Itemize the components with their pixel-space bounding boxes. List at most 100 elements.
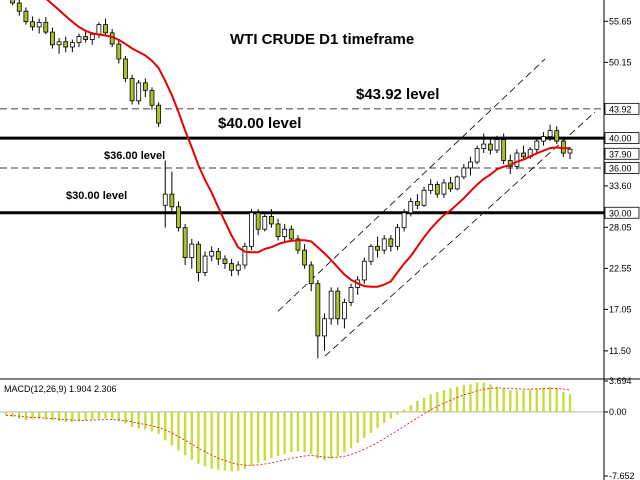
candle-bear <box>169 193 175 208</box>
candle-bear <box>288 228 294 240</box>
macd-histogram-bar <box>456 386 459 412</box>
price-marker-box <box>604 206 640 219</box>
channel-lower-line <box>324 111 596 357</box>
candle-bull <box>262 216 268 230</box>
candle-bear <box>255 212 261 230</box>
macd-histogram-bar <box>190 411 193 460</box>
macd-histogram-bar <box>343 411 346 453</box>
macd-histogram-bar <box>542 387 545 412</box>
price-marker-label: 36.00 <box>609 163 632 173</box>
candle-bull <box>368 245 374 262</box>
candle-bear <box>375 245 380 251</box>
candle-bear <box>269 216 274 225</box>
macd-histogram-bar <box>230 411 233 472</box>
macd-histogram-bar <box>369 411 373 433</box>
macd-histogram-bar <box>77 411 81 422</box>
candle-bull <box>189 243 195 258</box>
macd-label: MACD(12,26,9) 1.904 2.306 <box>4 384 117 394</box>
candle-bull <box>322 318 327 337</box>
macd-histogram-bar <box>475 382 479 412</box>
macd-histogram-bar <box>290 411 293 453</box>
candle-bull <box>567 148 573 154</box>
candle-bear <box>123 58 128 79</box>
candle-bear <box>315 283 321 337</box>
candle-bull <box>235 264 241 271</box>
macd-histogram-bar <box>144 411 147 430</box>
candle-bull <box>534 140 540 150</box>
macd-histogram-bar <box>489 384 492 412</box>
candle-bear <box>50 31 55 46</box>
macd-histogram-bar <box>183 411 187 456</box>
candle-bull <box>361 260 367 281</box>
candle-bull <box>249 212 254 247</box>
macd-histogram-bar <box>316 411 320 459</box>
macd-histogram-bar <box>44 411 48 420</box>
macd-histogram-bar <box>243 411 247 469</box>
macd-histogram-bar <box>164 411 167 441</box>
candle-bull <box>395 227 400 247</box>
price-marker-box <box>604 102 640 115</box>
candle-bear <box>229 263 235 271</box>
macd-histogram-bar <box>442 390 446 412</box>
macd-histogram-bar <box>177 411 180 451</box>
candle-bull <box>96 24 102 35</box>
candle-bear <box>448 182 453 190</box>
candle-bull <box>328 290 334 320</box>
macd-histogram-bar <box>237 411 240 471</box>
candle-bull <box>56 41 62 46</box>
macd-histogram-bar <box>562 391 565 412</box>
macd-histogram-bar <box>150 411 154 432</box>
price-marker-label: 37.90 <box>609 149 632 159</box>
macd-histogram-bar <box>110 411 114 420</box>
macd-histogram-bar <box>130 411 134 428</box>
macd-histogram-bar <box>568 394 572 412</box>
candle-bull <box>461 167 467 178</box>
macd-tick-label: 0.00 <box>609 407 627 417</box>
candle-bull <box>454 176 460 190</box>
candle-bull <box>441 182 447 195</box>
candle-bear <box>142 82 148 91</box>
chart-title: WTI CRUDE D1 timeframe <box>230 31 414 48</box>
macd-histogram-bar <box>4 411 8 416</box>
candle-bull <box>209 251 215 257</box>
candle-bear <box>487 143 493 151</box>
macd-histogram-bar <box>197 411 200 464</box>
candle-bull <box>76 36 82 43</box>
candle-bull <box>242 245 248 266</box>
macd-histogram-bar <box>422 397 426 412</box>
macd-histogram-bar <box>383 411 386 423</box>
candle-bull <box>514 152 520 167</box>
price-marker-label: 40.00 <box>609 134 632 144</box>
price-marker-box <box>604 162 640 174</box>
macd-histogram-bar <box>250 411 253 466</box>
macd-histogram-bar <box>223 411 227 471</box>
macd-histogram-bar <box>24 411 28 421</box>
candle-bear <box>23 10 29 23</box>
candle-bear <box>156 104 162 124</box>
price-marker-label: 30.00 <box>609 208 632 218</box>
macd-histogram-bar <box>124 411 127 424</box>
candle-bear <box>182 227 188 258</box>
macd-histogram-bar <box>210 411 213 469</box>
macd-histogram-bar <box>389 411 393 419</box>
y-tick-label: 17.05 <box>609 304 632 314</box>
macd-histogram-bar <box>276 411 280 457</box>
candle-bull <box>421 189 427 206</box>
candles-layer <box>10 0 573 359</box>
candle-bear <box>176 206 181 229</box>
candle-bear <box>215 251 221 260</box>
macd-histogram-bar <box>217 411 220 470</box>
trend-channel <box>277 58 596 357</box>
candle-bear <box>16 2 22 12</box>
macd-histogram-bar <box>356 411 359 443</box>
candle-bull <box>428 183 434 191</box>
macd-histogram-bar <box>329 411 333 459</box>
candle-bull <box>541 136 546 142</box>
candle-bull <box>408 201 414 214</box>
candle-bear <box>501 139 507 161</box>
candle-bear <box>30 21 35 28</box>
candle-bull <box>282 228 288 238</box>
candle-bear <box>554 130 560 142</box>
macd-histogram-bar <box>336 411 339 457</box>
